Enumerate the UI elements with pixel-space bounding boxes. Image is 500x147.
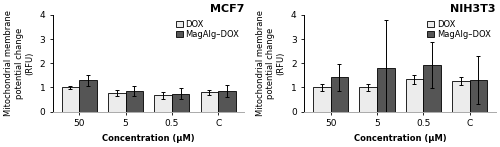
Bar xyxy=(377,68,394,112)
Bar xyxy=(406,80,423,112)
Legend: DOX, MagAlg–DOX: DOX, MagAlg–DOX xyxy=(426,19,492,40)
Bar xyxy=(79,80,97,112)
Text: MCF7: MCF7 xyxy=(210,4,244,14)
Bar xyxy=(126,91,143,112)
Bar xyxy=(452,81,469,112)
Bar xyxy=(330,77,348,112)
Bar xyxy=(108,93,126,112)
Text: NIH3T3: NIH3T3 xyxy=(450,4,496,14)
Bar xyxy=(154,95,172,112)
Bar xyxy=(62,87,79,112)
Bar xyxy=(200,92,218,112)
X-axis label: Concentration (μM): Concentration (μM) xyxy=(354,134,446,143)
Bar xyxy=(423,65,441,112)
Y-axis label: Mitochondrial membrane
potential change
(RFU): Mitochondrial membrane potential change … xyxy=(256,10,286,116)
X-axis label: Concentration (μM): Concentration (μM) xyxy=(102,134,195,143)
Y-axis label: Mitochondrial membrane
potential change
(RFU): Mitochondrial membrane potential change … xyxy=(4,10,34,116)
Bar xyxy=(313,87,330,112)
Bar xyxy=(360,87,377,112)
Bar xyxy=(470,80,487,112)
Legend: DOX, MagAlg–DOX: DOX, MagAlg–DOX xyxy=(174,19,240,40)
Bar xyxy=(218,91,236,112)
Bar xyxy=(172,93,190,112)
